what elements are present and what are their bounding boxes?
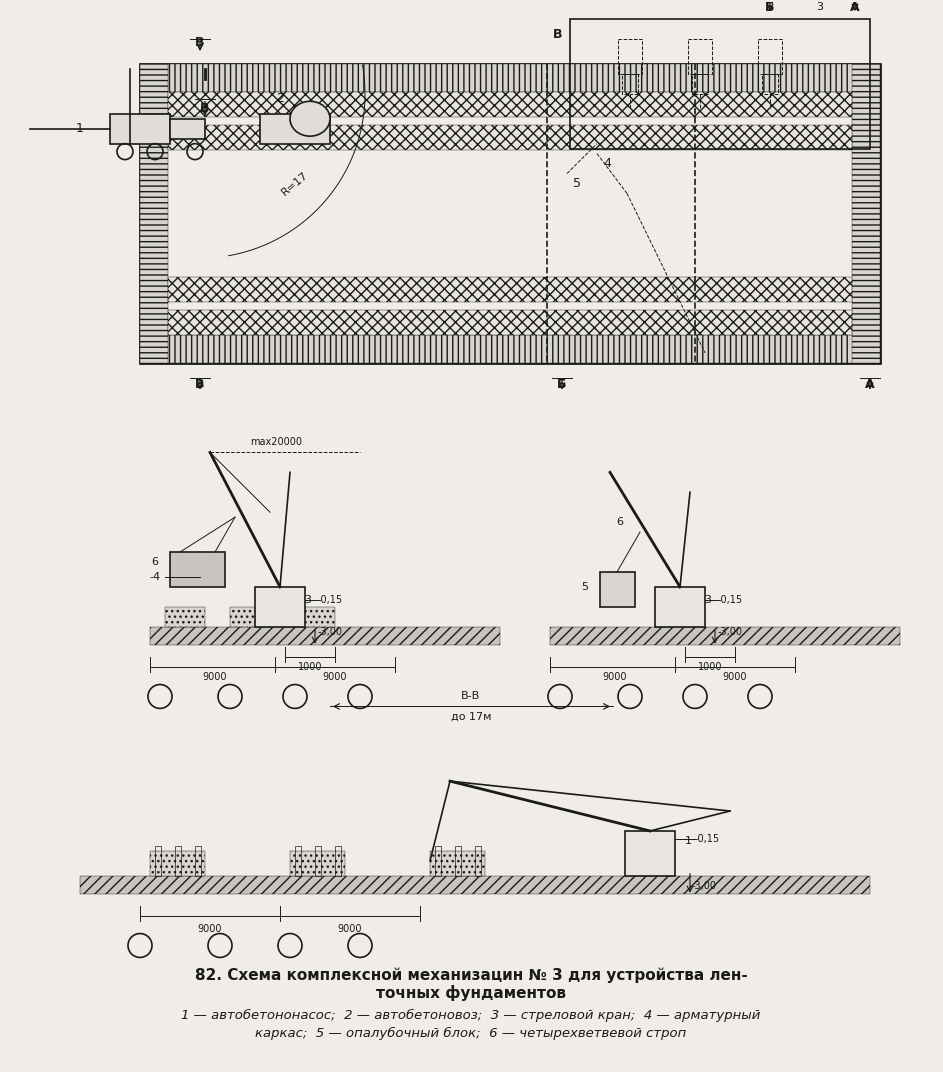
Text: 3: 3 <box>817 2 823 12</box>
Text: до 17м: до 17м <box>451 712 491 721</box>
Bar <box>168 124 852 150</box>
Text: В: В <box>195 378 205 391</box>
Text: 9000: 9000 <box>198 924 223 934</box>
Text: В: В <box>554 28 563 41</box>
Bar <box>195 846 201 876</box>
Text: -3,00: -3,00 <box>318 627 343 637</box>
Text: max20000: max20000 <box>250 437 302 447</box>
Bar <box>80 876 870 894</box>
Bar <box>165 607 205 627</box>
Bar <box>140 64 168 362</box>
Bar <box>335 846 341 876</box>
Bar <box>155 846 161 876</box>
Bar <box>762 74 778 94</box>
Text: 9000: 9000 <box>203 671 227 682</box>
Text: 5: 5 <box>573 177 581 190</box>
Bar <box>168 310 852 334</box>
Bar <box>170 119 205 138</box>
Text: 9000: 9000 <box>603 671 627 682</box>
Text: В: В <box>195 35 205 48</box>
Bar <box>570 19 870 149</box>
Bar <box>290 851 345 876</box>
Bar <box>435 846 441 876</box>
Text: 1: 1 <box>685 836 691 846</box>
Bar <box>150 851 205 876</box>
Text: В: В <box>200 102 209 116</box>
Text: Б: Б <box>557 378 567 391</box>
Bar <box>625 831 675 876</box>
Text: В-В: В-В <box>461 691 481 701</box>
Text: R=17: R=17 <box>280 169 310 197</box>
Text: 6: 6 <box>617 517 623 527</box>
Text: -3,00: -3,00 <box>718 627 743 637</box>
Text: А: А <box>865 378 875 391</box>
Bar <box>295 607 335 627</box>
Bar <box>655 586 705 627</box>
Bar <box>175 846 181 876</box>
Bar <box>295 846 301 876</box>
Text: 3: 3 <box>704 595 712 605</box>
Text: точных фундаментов: точных фундаментов <box>376 985 566 1001</box>
Text: 9000: 9000 <box>323 671 347 682</box>
Bar <box>140 64 880 362</box>
Text: -3,00: -3,00 <box>692 881 717 891</box>
Text: -0,15: -0,15 <box>718 595 743 605</box>
Bar <box>255 586 305 627</box>
Bar <box>170 552 225 586</box>
Text: 1000: 1000 <box>298 661 323 671</box>
Bar <box>852 64 880 362</box>
Bar <box>600 572 635 607</box>
Text: А: А <box>851 1 860 14</box>
Text: 9000: 9000 <box>338 924 362 934</box>
Bar <box>692 74 708 94</box>
Text: 5: 5 <box>582 582 588 592</box>
Bar <box>168 278 852 302</box>
Bar <box>688 39 712 74</box>
Bar <box>260 114 330 144</box>
Text: 3: 3 <box>305 595 311 605</box>
Text: каркас;  5 — опалубочный блок;  6 — четырехветвевой строп: каркас; 5 — опалубочный блок; 6 — четыре… <box>256 1027 687 1040</box>
Text: 1: 1 <box>76 122 84 135</box>
Text: 9000: 9000 <box>722 671 747 682</box>
Bar <box>110 114 170 144</box>
Bar <box>168 92 852 117</box>
Text: 1 — автобетононасос;  2 — автобетоновоз;  3 — стреловой кран;  4 — арматурный: 1 — автобетононасос; 2 — автобетоновоз; … <box>181 1009 761 1022</box>
Text: -0,15: -0,15 <box>318 595 343 605</box>
Text: 6: 6 <box>152 557 158 567</box>
Ellipse shape <box>290 102 330 136</box>
Bar <box>758 39 782 74</box>
Bar <box>550 627 900 644</box>
Bar <box>315 846 321 876</box>
Bar <box>455 846 461 876</box>
Bar <box>618 39 642 74</box>
Text: -0,15: -0,15 <box>695 834 720 844</box>
Text: 4: 4 <box>604 158 611 170</box>
Bar <box>150 627 500 644</box>
Text: Б: Б <box>766 1 775 14</box>
Text: 82. Схема комплексной механизацин № 3 для устройства лен-: 82. Схема комплексной механизацин № 3 дл… <box>194 968 748 983</box>
Bar <box>430 851 485 876</box>
Bar <box>140 334 880 362</box>
Bar <box>230 607 270 627</box>
Text: 1000: 1000 <box>698 661 722 671</box>
Bar <box>140 64 880 92</box>
Bar <box>622 74 638 94</box>
Text: -4: -4 <box>149 572 160 582</box>
Text: 2: 2 <box>276 92 284 105</box>
Bar <box>475 846 481 876</box>
